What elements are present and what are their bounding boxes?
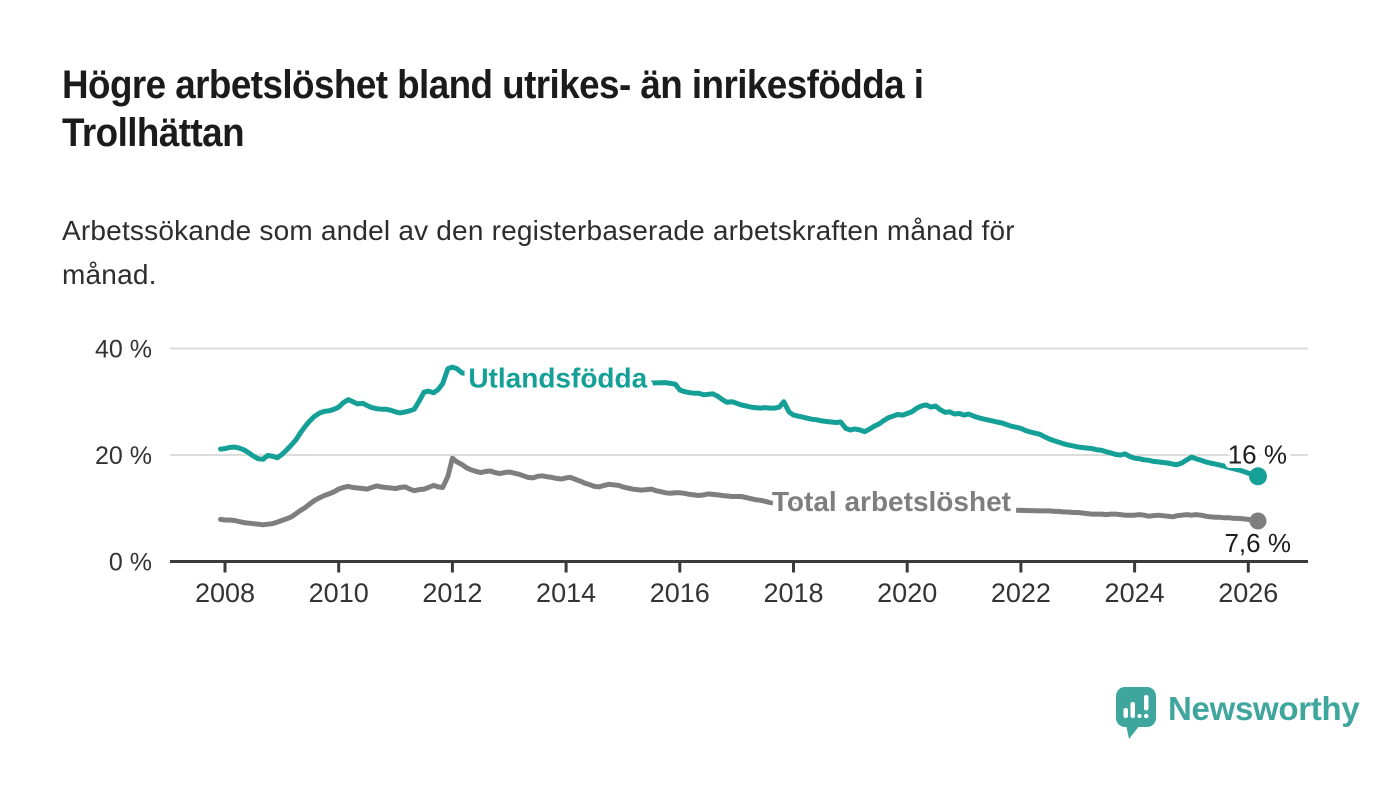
x-axis-tick-label: 2026 — [1218, 578, 1278, 608]
x-axis-tick-label: 2010 — [309, 578, 369, 608]
series-end-value-label: 7,6 % — [1224, 528, 1291, 558]
newsworthy-wordmark: Newsworthy — [1168, 690, 1360, 727]
page-title: Högre arbetslöshet bland utrikes- än inr… — [62, 61, 1148, 157]
newsworthy-logo: Newsworthy — [1116, 687, 1360, 741]
series-label-total-arbetsloshet: Total arbetslöshet — [772, 486, 1011, 517]
series-line-utlandsfodda — [218, 364, 1261, 479]
y-axis-tick-label: 20 % — [95, 442, 152, 470]
x-axis-tick-label: 2024 — [1105, 578, 1165, 608]
x-axis-tick-label: 2018 — [763, 578, 823, 608]
y-axis-tick-label: 0 % — [109, 549, 152, 577]
chart-subtitle: Arbetssökande som andel av den registerb… — [62, 209, 1302, 297]
y-axis-tick-label: 40 % — [95, 336, 152, 364]
series-end-value-label: 16 % — [1228, 439, 1287, 469]
series-label-utlandsfodda: Utlandsfödda — [468, 362, 647, 393]
x-axis-tick-label: 2022 — [991, 578, 1051, 608]
page-title-line-1: Högre arbetslöshet bland utrikes- än inr… — [62, 63, 924, 107]
chart-subtitle-line-2: månad. — [62, 259, 157, 290]
x-axis-tick-label: 2012 — [422, 578, 482, 608]
series-end-dot-total-arbetsloshet — [1249, 512, 1267, 530]
x-axis-tick-label: 2016 — [650, 578, 710, 608]
x-axis-tick-label: 2008 — [195, 578, 255, 608]
page-title-line-2: Trollhättan — [62, 111, 245, 155]
x-axis-tick-label: 2014 — [536, 578, 596, 608]
chart-subtitle-line-1: Arbetssökande som andel av den registerb… — [62, 215, 1015, 246]
newsworthy-logo-icon — [1116, 687, 1156, 739]
series-end-dot-utlandsfodda — [1248, 467, 1267, 486]
series-line-total-arbetsloshet — [218, 455, 1261, 528]
x-axis-tick-label: 2020 — [877, 578, 937, 608]
